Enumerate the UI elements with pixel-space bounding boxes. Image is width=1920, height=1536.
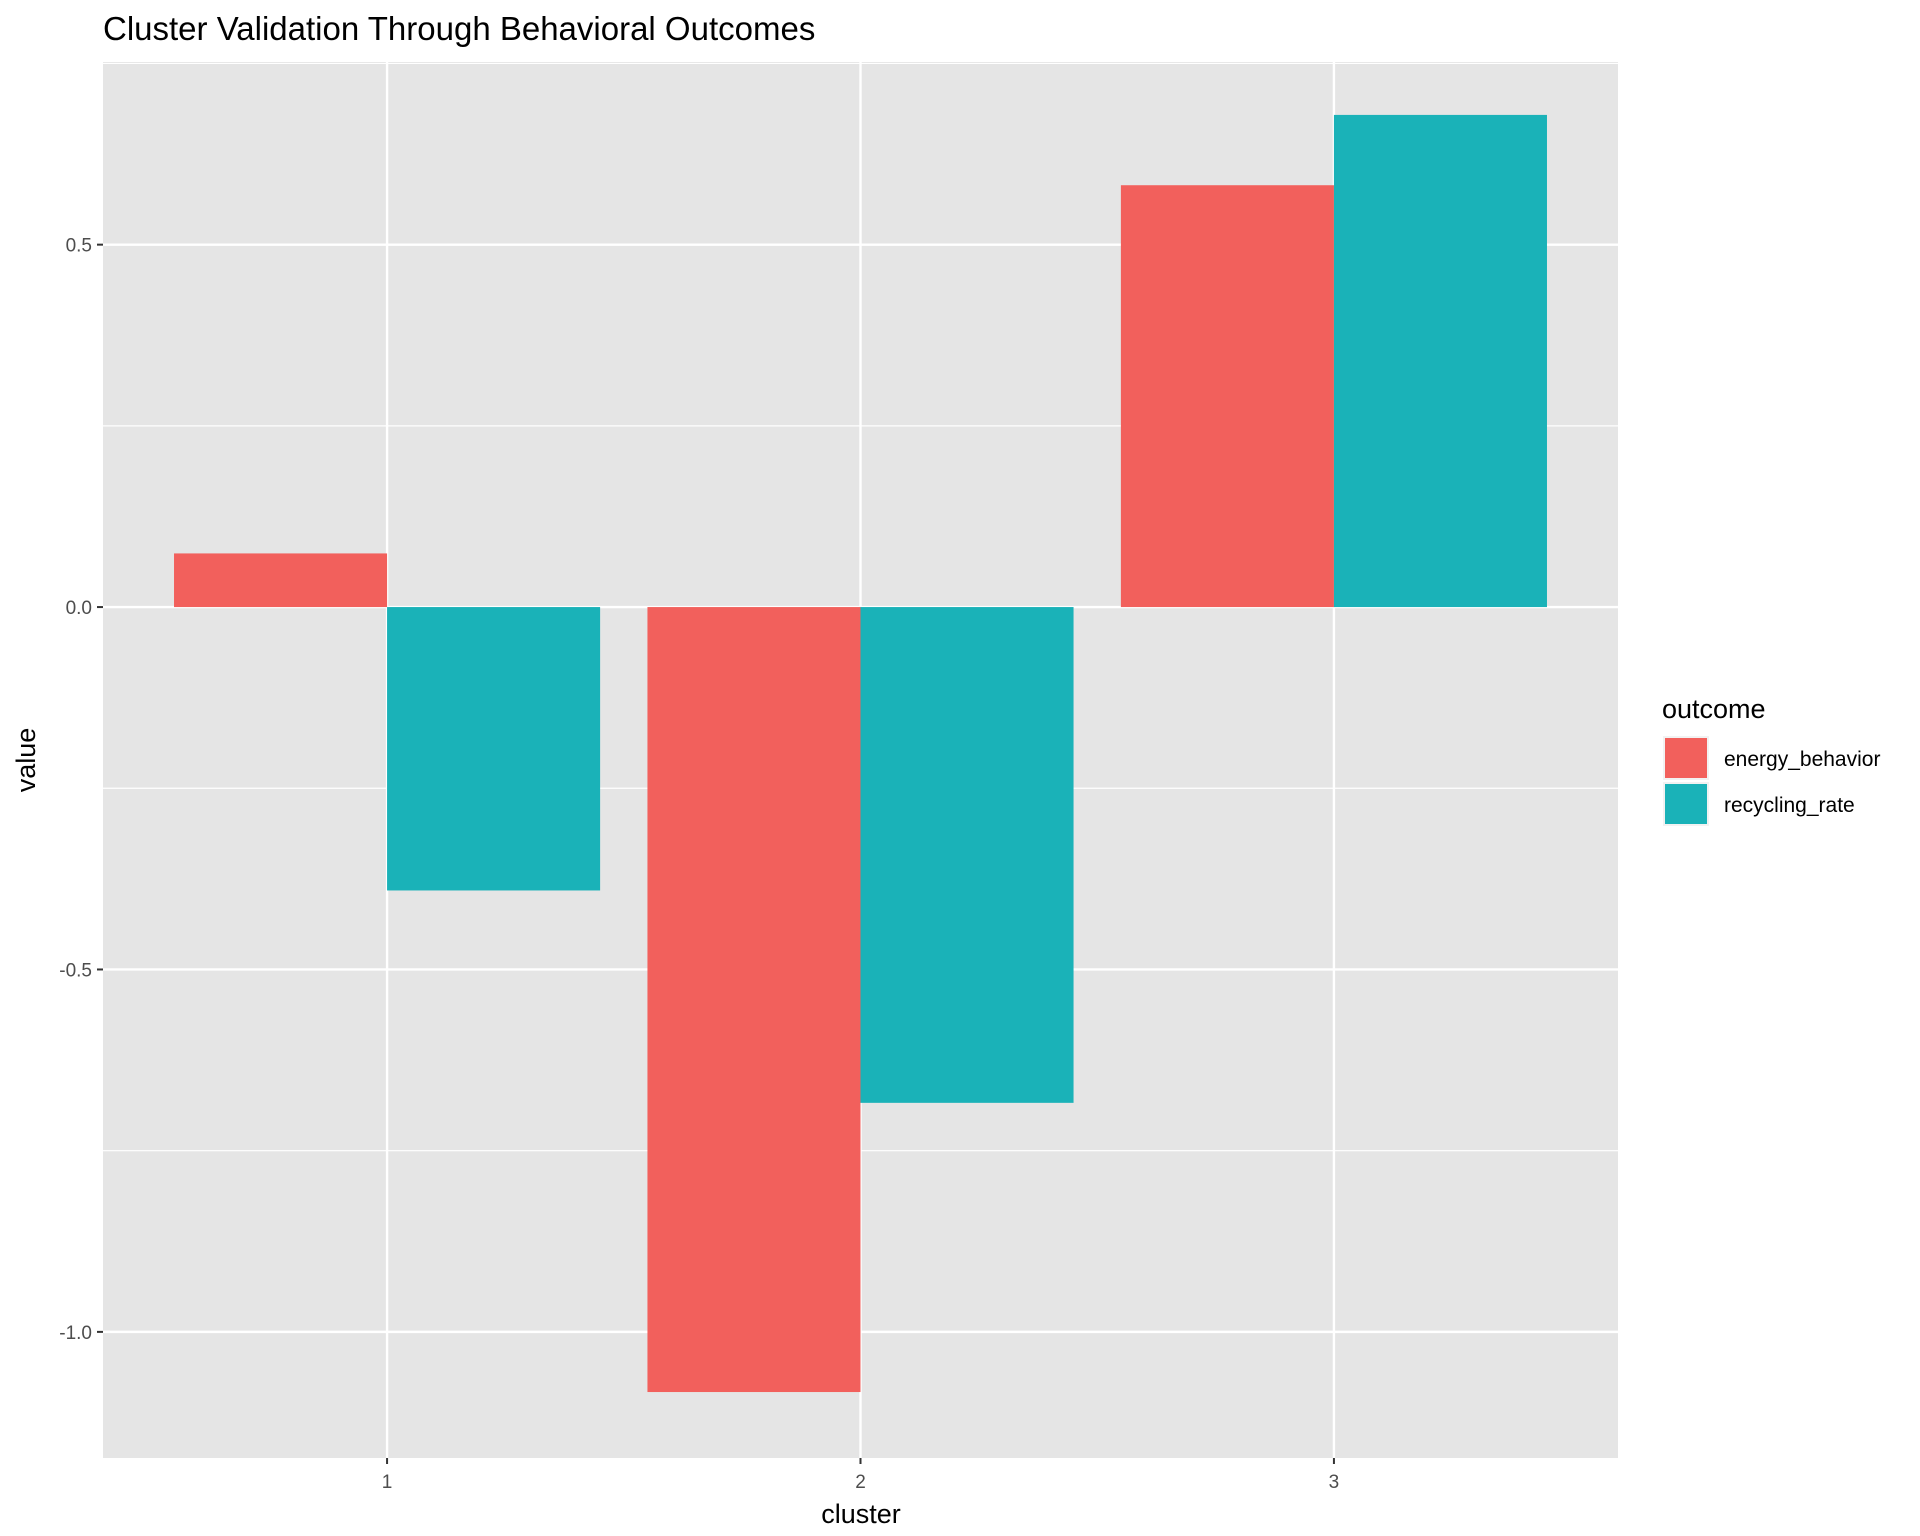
legend: outcome energy_behavior recycling_rate <box>1662 694 1880 826</box>
x-tick-label: 2 <box>855 1472 866 1493</box>
legend-key-energy-behavior <box>1665 738 1707 778</box>
y-tick-label: 0.0 <box>66 598 92 619</box>
bar-recycling-rate-cluster-2 <box>860 607 1074 1103</box>
bar-energy-behavior-cluster-2 <box>647 607 861 1393</box>
legend-key-recycling-rate <box>1665 784 1707 824</box>
chart-title: Cluster Validation Through Behavioral Ou… <box>103 10 815 47</box>
legend-label: recycling_rate <box>1724 794 1855 817</box>
y-axis: -1.0 -0.5 0.0 0.5 <box>59 236 103 1344</box>
y-tick-label: 0.5 <box>66 236 92 257</box>
bar-energy-behavior-cluster-1 <box>174 553 388 608</box>
legend-label: energy_behavior <box>1724 748 1880 771</box>
y-tick-label: -0.5 <box>59 960 92 981</box>
bar-recycling-rate-cluster-1 <box>387 607 601 891</box>
legend-title: outcome <box>1662 694 1766 724</box>
x-axis: 1 2 3 <box>382 1458 1339 1493</box>
bar-recycling-rate-cluster-3 <box>1333 114 1547 608</box>
x-tick-label: 3 <box>1329 1472 1340 1493</box>
y-axis-title: value <box>11 728 41 793</box>
y-tick-label: -1.0 <box>59 1323 92 1344</box>
bar-energy-behavior-cluster-3 <box>1120 185 1334 608</box>
bars <box>174 114 1547 1393</box>
x-axis-title: cluster <box>821 1499 901 1529</box>
x-tick-label: 1 <box>382 1472 393 1493</box>
